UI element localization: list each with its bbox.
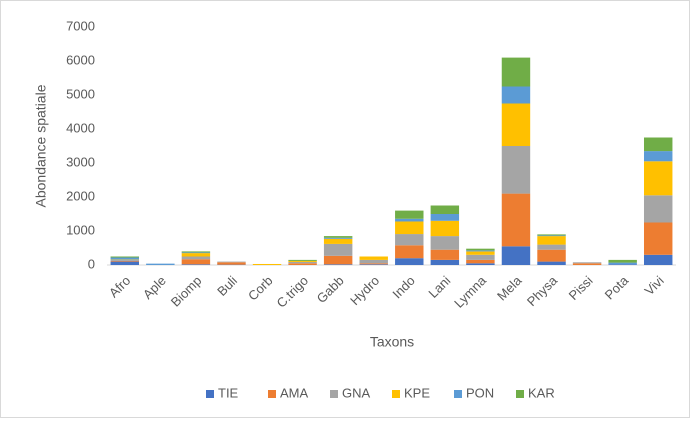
bar-segment [537,235,566,237]
bar-segment [359,256,388,260]
bar-segment [608,262,637,265]
bar-segment [359,263,388,265]
bar-segment [359,259,388,264]
bar-segment [110,259,140,261]
bar-segment [643,254,673,265]
bar-segment [537,244,566,250]
bar-segment [466,248,495,251]
bar-segment [110,257,140,260]
bar-segment [395,258,424,265]
bar-segment [466,263,495,265]
bar-segment [288,260,317,262]
legend-swatch [516,390,524,398]
bar-segment [643,222,673,255]
bar-segment [217,261,246,263]
bar-segment [466,250,495,252]
legend-label: GNA [342,385,371,400]
legend-label: TIE [218,385,239,400]
bar-segment [395,210,424,219]
y-tick-label: 2000 [66,188,95,203]
bar-segment [608,264,637,265]
bar-segment [430,220,460,237]
x-axis-title: Taxons [370,334,414,350]
bar-segment [643,161,673,196]
bar-segment [643,195,673,223]
bar-segment [466,254,495,260]
bar-segment [537,261,566,265]
legend-label: KPE [404,385,430,400]
bar-segment [501,146,531,194]
y-tick-label: 3000 [66,154,95,169]
bar-segment [110,261,140,265]
bar-segment [395,245,424,259]
legend-label: KAR [528,385,555,400]
legend-swatch [392,390,400,398]
bar-segment [572,263,602,265]
bar-segment [537,249,566,262]
bar-segment [430,259,460,265]
legend-label: PON [466,385,494,400]
y-tick-label: 7000 [66,18,95,33]
bar-segment [181,253,211,257]
bar-segment [359,264,388,265]
bar-segment [501,57,531,87]
bar-segment [537,236,566,245]
bar-segment [466,251,495,255]
y-tick-label: 1000 [66,222,95,237]
bar-segment [146,263,175,265]
y-tick-label: 4000 [66,120,95,135]
bar-segment [466,259,495,264]
bar-segment [323,243,353,256]
legend-swatch [206,390,214,398]
bar-segment [181,251,211,253]
bar-segment [608,259,637,263]
y-tick-label: 0 [88,256,95,271]
bar-segment [643,151,673,162]
legend-swatch [454,390,462,398]
bar-segment [288,259,317,261]
bar-segment [110,256,140,258]
bar-segment [181,252,211,254]
bar-segment [501,103,531,146]
bar-segment [395,221,424,235]
bar-segment [572,262,602,264]
bar-segment [217,262,246,265]
bar-segment [430,205,460,214]
legend-swatch [268,390,276,398]
bar-segment [323,238,353,244]
bar-segment [323,264,353,265]
bar-segment [430,214,460,221]
bar-segment [181,259,211,265]
bar-segment [110,260,140,262]
bar-segment [252,263,282,265]
bar-segment [323,255,353,265]
bar-segment [430,236,460,250]
y-tick-label: 5000 [66,86,95,101]
bar-segment [501,246,531,265]
bar-segment [288,263,317,265]
bar-segment [501,193,531,247]
bar-segment [323,236,353,238]
bar-segment [395,218,424,222]
bar-segment [537,234,566,236]
y-tick-label: 6000 [66,52,95,67]
legend-label: AMA [280,385,309,400]
bar-segment [181,256,211,260]
bar-segment [430,249,460,260]
bar-segment [288,261,317,264]
bar-segment [501,86,531,104]
y-axis-title: Abondance spatiale [33,84,49,207]
bar-segment [181,264,211,265]
bar-segment [643,137,673,152]
bar-segment [395,234,424,246]
legend-swatch [330,390,338,398]
bar-segment [323,237,353,239]
legend: TIE AMA GNA KPE PON KAR [206,385,555,400]
